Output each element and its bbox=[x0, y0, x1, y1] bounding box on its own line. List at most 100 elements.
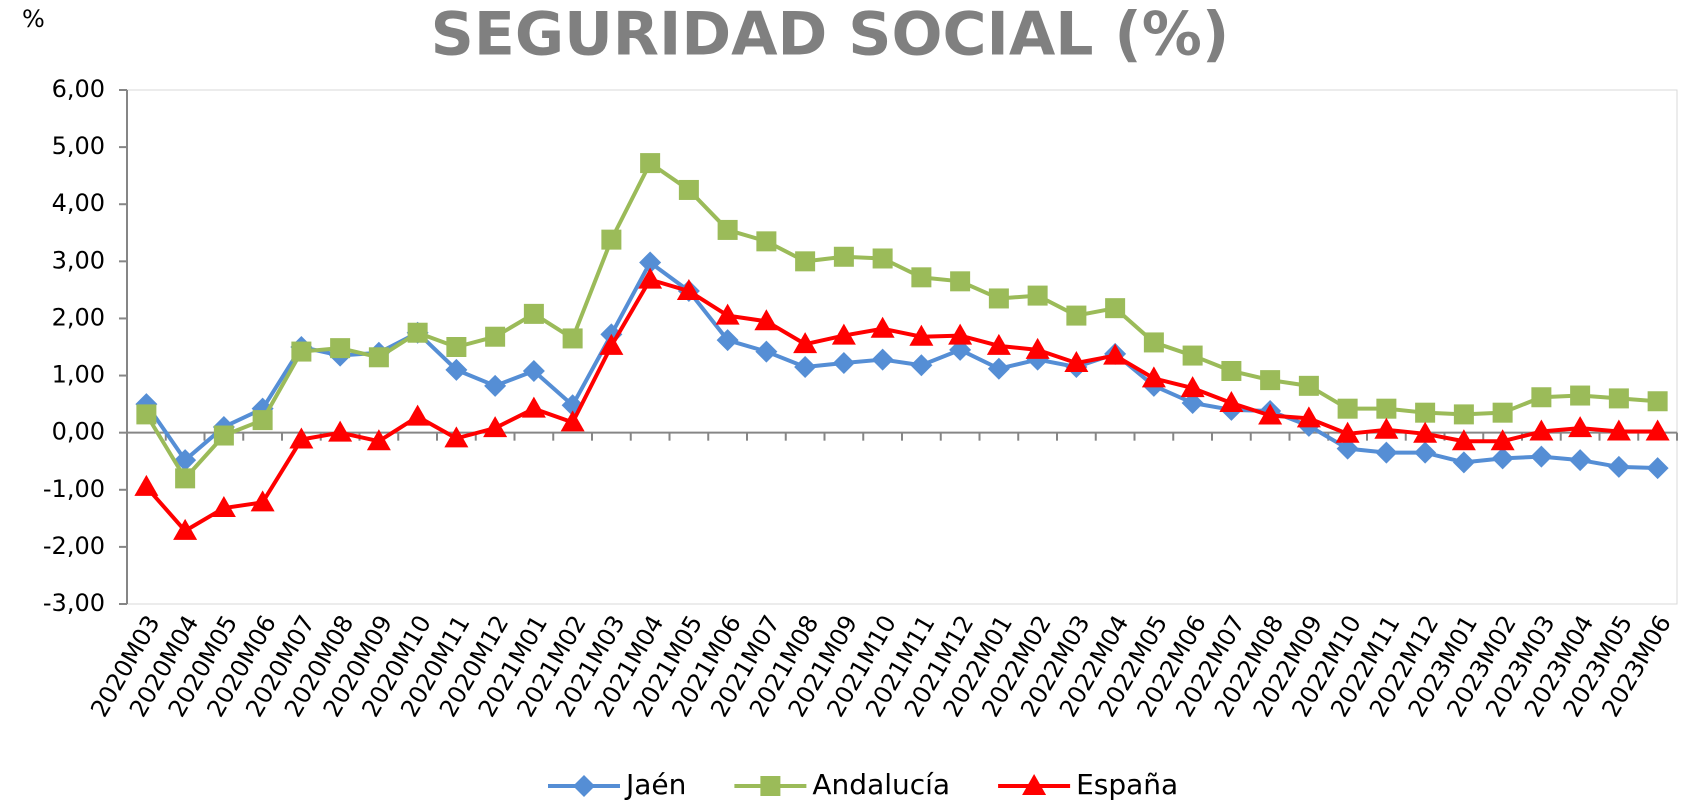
marker bbox=[175, 468, 196, 489]
marker bbox=[523, 303, 544, 324]
marker bbox=[1569, 449, 1592, 472]
marker bbox=[521, 396, 546, 418]
marker bbox=[1258, 403, 1283, 425]
legend-label: Jaén bbox=[624, 768, 686, 801]
marker bbox=[522, 359, 545, 382]
series-line bbox=[144, 161, 1658, 481]
marker bbox=[795, 251, 816, 272]
marker bbox=[1490, 429, 1515, 451]
marker bbox=[832, 351, 855, 374]
legend-label: Andalucía bbox=[812, 768, 950, 801]
y-tick-label: 3,00 bbox=[52, 246, 105, 274]
marker bbox=[1025, 337, 1050, 359]
marker bbox=[639, 251, 662, 274]
legend-marker bbox=[573, 775, 595, 797]
legend-marker bbox=[1022, 774, 1047, 795]
marker bbox=[1064, 350, 1089, 372]
marker bbox=[173, 518, 198, 540]
marker bbox=[910, 354, 933, 377]
marker bbox=[1221, 360, 1242, 381]
marker bbox=[560, 410, 585, 432]
marker bbox=[1027, 285, 1048, 306]
plot-area bbox=[126, 89, 1678, 605]
y-tick-label: 4,00 bbox=[52, 189, 105, 217]
marker bbox=[1182, 345, 1203, 366]
y-tick-label: 5,00 bbox=[52, 132, 105, 160]
marker bbox=[911, 267, 932, 288]
marker bbox=[1105, 298, 1126, 319]
marker bbox=[831, 323, 856, 345]
marker bbox=[1414, 441, 1437, 464]
marker bbox=[1529, 419, 1554, 441]
marker bbox=[328, 420, 353, 442]
series-line bbox=[144, 277, 1658, 533]
legend-label: España bbox=[1076, 768, 1178, 801]
marker bbox=[1376, 398, 1397, 419]
marker bbox=[136, 404, 157, 425]
y-tick-label: 1,00 bbox=[52, 361, 105, 389]
marker bbox=[1415, 402, 1436, 423]
marker bbox=[870, 316, 895, 338]
marker bbox=[134, 474, 159, 496]
marker bbox=[755, 340, 778, 363]
legend-marker bbox=[760, 776, 781, 796]
marker bbox=[678, 179, 699, 200]
marker bbox=[1181, 391, 1204, 414]
marker bbox=[1066, 305, 1087, 326]
y-tick-label: -1,00 bbox=[43, 475, 105, 503]
marker bbox=[987, 357, 1010, 380]
marker bbox=[1645, 419, 1670, 441]
marker bbox=[950, 271, 971, 292]
marker bbox=[715, 303, 740, 325]
marker bbox=[483, 416, 508, 438]
marker bbox=[1530, 445, 1553, 468]
marker bbox=[640, 153, 661, 174]
y-tick-label: 0,00 bbox=[52, 418, 105, 446]
marker bbox=[1646, 457, 1669, 480]
marker bbox=[1606, 419, 1631, 441]
marker bbox=[1570, 385, 1591, 406]
marker bbox=[1296, 406, 1321, 428]
marker bbox=[1180, 376, 1205, 398]
marker bbox=[1260, 370, 1281, 391]
marker bbox=[1492, 402, 1513, 423]
marker bbox=[1337, 398, 1358, 419]
marker bbox=[948, 323, 973, 345]
marker bbox=[405, 404, 430, 426]
marker bbox=[716, 329, 739, 352]
marker bbox=[1607, 455, 1630, 478]
marker bbox=[252, 410, 273, 431]
marker bbox=[986, 333, 1011, 355]
marker bbox=[366, 429, 391, 451]
marker bbox=[833, 246, 854, 267]
marker bbox=[484, 374, 507, 397]
marker bbox=[1451, 429, 1476, 451]
marker bbox=[1374, 417, 1399, 439]
marker bbox=[1143, 332, 1164, 353]
marker bbox=[1298, 375, 1319, 396]
marker bbox=[988, 288, 1009, 309]
marker bbox=[562, 328, 583, 349]
marker bbox=[793, 332, 818, 354]
marker bbox=[289, 427, 314, 449]
marker bbox=[213, 425, 234, 446]
marker bbox=[1491, 447, 1514, 470]
marker bbox=[601, 229, 622, 250]
marker bbox=[1647, 391, 1668, 412]
marker bbox=[872, 248, 893, 269]
marker bbox=[445, 358, 468, 381]
marker bbox=[211, 496, 236, 518]
marker bbox=[485, 326, 506, 347]
marker bbox=[1453, 404, 1474, 425]
marker bbox=[250, 490, 275, 512]
marker bbox=[754, 309, 779, 331]
marker bbox=[909, 324, 934, 346]
marker bbox=[1219, 390, 1244, 412]
marker bbox=[368, 347, 389, 368]
marker bbox=[446, 337, 467, 357]
marker bbox=[599, 333, 624, 355]
marker bbox=[444, 426, 469, 448]
marker bbox=[1375, 441, 1398, 464]
marker bbox=[638, 267, 663, 289]
